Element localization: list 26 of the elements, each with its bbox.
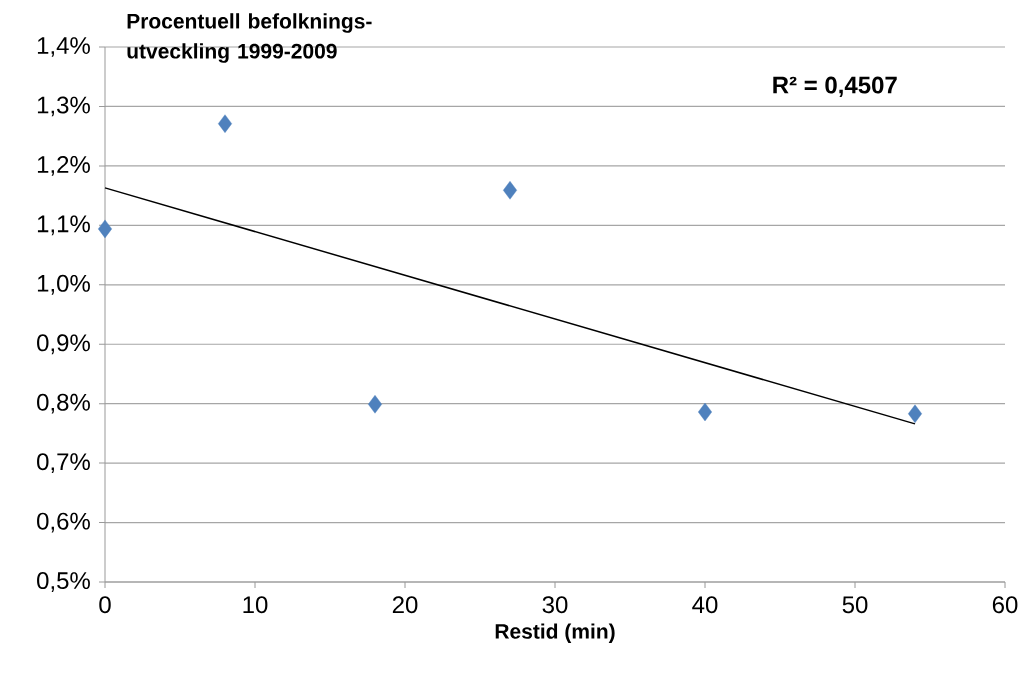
x-tick-label: 0 — [99, 596, 111, 614]
x-tick-label: 30 — [542, 596, 568, 614]
y-axis-title: Procentuell befolknings-utveckling 1999-2009 — [127, 13, 372, 63]
point — [368, 395, 382, 414]
y-tick-label: 0,8% — [37, 393, 90, 414]
y-tick-label: 0,9% — [37, 334, 90, 355]
y-tick-label: 0,7% — [37, 453, 90, 474]
y-tick-label: 1,1% — [37, 215, 90, 236]
x-tick-label: 20 — [392, 596, 418, 614]
y-tick-label: 0,6% — [37, 512, 90, 533]
x-tick-label: 60 — [992, 596, 1018, 614]
point — [698, 402, 712, 422]
y-tick-label: 1,0% — [37, 274, 90, 295]
point — [218, 114, 232, 133]
y-tick-label: 1,4% — [37, 37, 90, 57]
x-tick-label: 10 — [243, 596, 268, 614]
x-tick-label: 50 — [842, 596, 868, 614]
point — [908, 404, 922, 423]
x-tick-label: 40 — [692, 596, 718, 614]
point — [503, 181, 517, 200]
point — [98, 219, 112, 239]
x-axis-title: Restid (min) — [495, 623, 615, 643]
y-tick-label: 0,5% — [37, 572, 90, 592]
y-tick-label: 1,3% — [37, 96, 90, 117]
annotation: R² = 0,4507 — [773, 76, 897, 98]
y-tick-label: 1,2% — [37, 155, 90, 176]
